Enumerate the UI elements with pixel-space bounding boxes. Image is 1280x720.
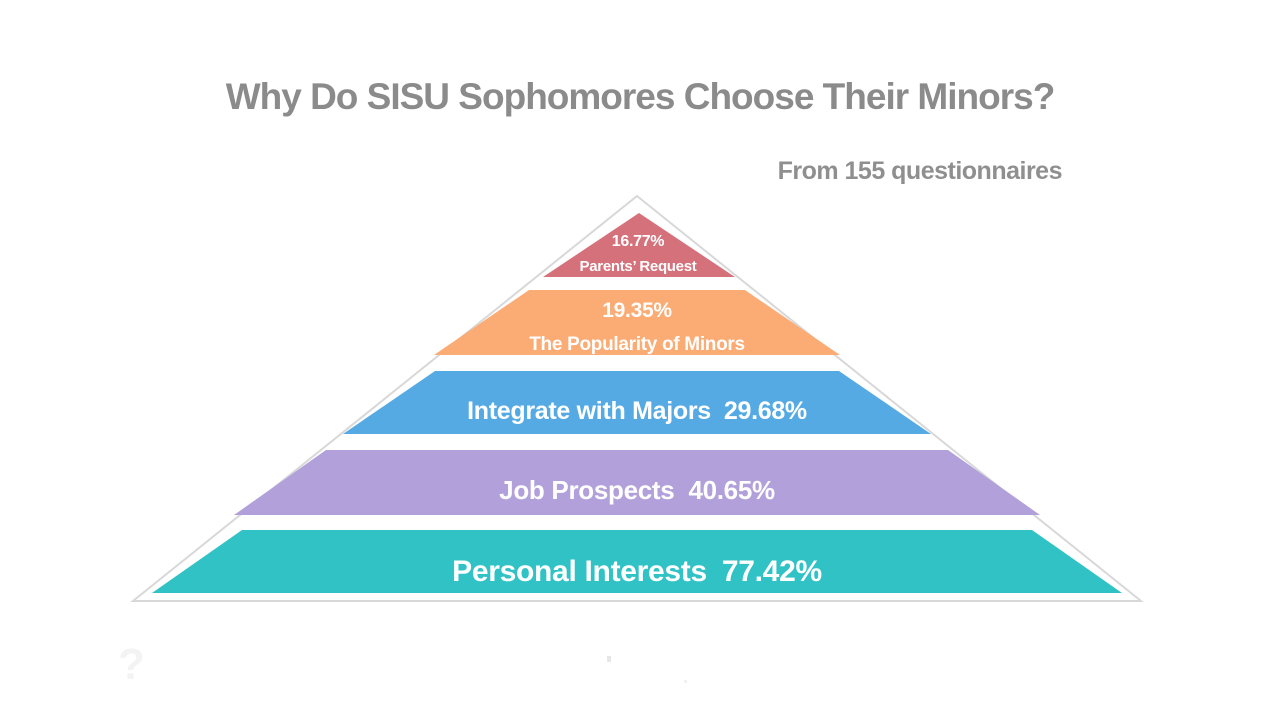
segment-label-integrate-with-majors: Integrate with Majors [467, 397, 711, 425]
segment-value-job-prospects: 40.65% [688, 475, 775, 505]
pyramid-segment-personal-interests [152, 530, 1122, 593]
pyramid-outline [130, 194, 1144, 602]
watermark-artifact: ? [118, 640, 145, 689]
pyramid-segment-parents-request [543, 213, 735, 277]
segment-label-popularity-of-minors: The Popularity of Minors [529, 334, 745, 355]
pyramid-segment-popularity-of-minors [434, 290, 840, 355]
segment-text-integrate-with-majors: Integrate with Majors 29.68% [467, 397, 807, 425]
segment-value-parents-request: 16.77% [612, 233, 665, 250]
speck-artifact [607, 656, 611, 662]
chart-subtitle: From 155 questionnaires [777, 157, 1063, 185]
segment-text-job-prospects: Job Prospects 40.65% [499, 475, 775, 505]
segment-label-personal-interests: Personal Interests [452, 555, 707, 588]
segment-value-integrate-with-majors: 29.68% [724, 397, 807, 425]
segment-label-parents-request: Parents’ Request [580, 258, 697, 275]
chart-title: Why Do SISU Sophomores Choose Their Mino… [225, 76, 1056, 117]
pyramid-segment-job-prospects [234, 450, 1040, 515]
segment-value-personal-interests: 77.42% [722, 555, 822, 588]
segment-value-popularity-of-minors: 19.35% [602, 299, 672, 322]
speck-artifact [684, 680, 687, 683]
pyramid-segment-integrate-with-majors [343, 371, 931, 434]
segment-text-personal-interests: Personal Interests 77.42% [452, 555, 822, 588]
segment-label-job-prospects: Job Prospects [499, 475, 674, 505]
